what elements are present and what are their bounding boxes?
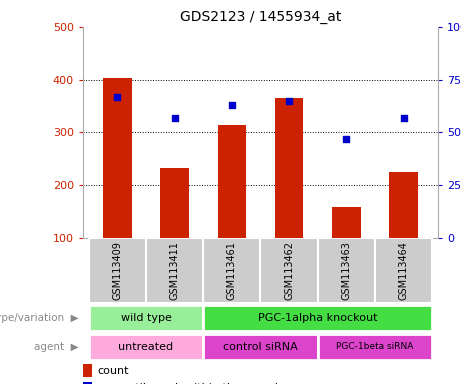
- Bar: [260, 238, 318, 303]
- Text: GSM113409: GSM113409: [112, 241, 122, 300]
- Bar: [275, 98, 303, 238]
- Bar: [89, 238, 146, 303]
- Text: GSM113463: GSM113463: [341, 241, 351, 300]
- Point: [114, 93, 121, 99]
- Bar: [218, 124, 246, 238]
- Bar: [160, 168, 189, 238]
- Text: GSM113462: GSM113462: [284, 241, 294, 300]
- Text: GSM113461: GSM113461: [227, 241, 237, 300]
- Bar: [103, 78, 132, 238]
- Bar: [318, 238, 375, 303]
- Title: GDS2123 / 1455934_at: GDS2123 / 1455934_at: [180, 10, 341, 25]
- Text: genotype/variation  ▶: genotype/variation ▶: [0, 313, 78, 323]
- Text: untreated: untreated: [118, 341, 173, 352]
- Text: count: count: [97, 366, 129, 376]
- Bar: [203, 334, 318, 359]
- Bar: [83, 382, 92, 384]
- Text: GSM113464: GSM113464: [399, 241, 408, 300]
- Point: [171, 114, 178, 121]
- Text: agent  ▶: agent ▶: [34, 341, 78, 352]
- Point: [343, 136, 350, 142]
- Text: wild type: wild type: [120, 313, 171, 323]
- Bar: [146, 238, 203, 303]
- Bar: [389, 172, 418, 238]
- Bar: [318, 334, 432, 359]
- Bar: [89, 334, 203, 359]
- Bar: [332, 207, 361, 238]
- Text: control siRNA: control siRNA: [223, 341, 298, 352]
- Point: [285, 98, 293, 104]
- Bar: [375, 238, 432, 303]
- Bar: [203, 305, 432, 331]
- Text: GSM113411: GSM113411: [170, 241, 180, 300]
- Text: PGC-1alpha knockout: PGC-1alpha knockout: [258, 313, 378, 323]
- Bar: [203, 238, 260, 303]
- Point: [400, 114, 407, 121]
- Text: PGC-1beta siRNA: PGC-1beta siRNA: [336, 342, 414, 351]
- Point: [228, 102, 236, 108]
- Text: percentile rank within the sample: percentile rank within the sample: [97, 383, 285, 384]
- Bar: [89, 305, 203, 331]
- Bar: [83, 364, 92, 376]
